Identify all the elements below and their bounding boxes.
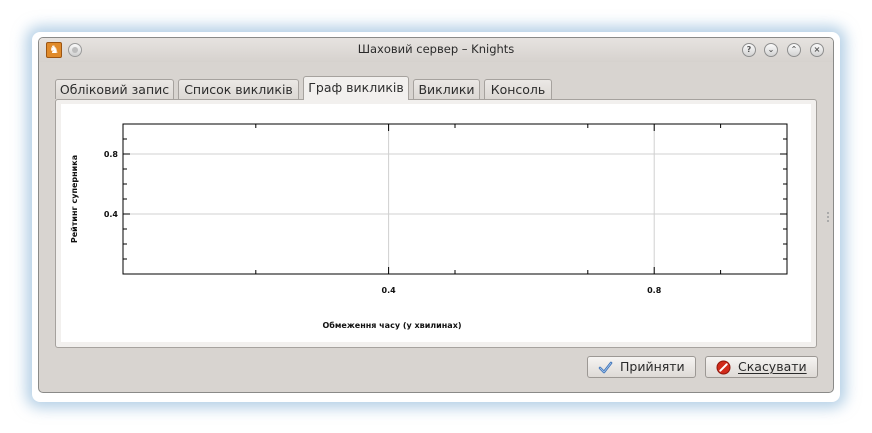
cancel-button-label: Скасувати (738, 359, 807, 374)
maximize-button[interactable]: ⌃ (787, 43, 801, 57)
main-window: ♞ Шаховий сервер – Knights ? ⌄ ⌃ × Облік… (38, 37, 834, 393)
y-tick-label: 0.8 (104, 150, 119, 159)
knight-app-icon: ♞ (46, 42, 62, 58)
tab-console[interactable]: Консоль (484, 79, 552, 99)
graph-canvas: 0.4 0.8 0.4 0.8 Обмеження часу (у хвилинах) Р… (61, 104, 811, 342)
cancel-icon (716, 360, 731, 375)
x-axis-label: Обмеження часу (у хвилинах) (322, 320, 461, 330)
accept-button-label: Прийняти (620, 359, 685, 374)
help-button[interactable]: ? (742, 43, 756, 57)
x-tick-label: 0.4 (382, 286, 397, 295)
window-menu-button[interactable] (68, 43, 82, 57)
window-title: Шаховий сервер – Knights (357, 42, 515, 56)
title-bar[interactable]: ♞ Шаховий сервер – Knights ? ⌄ ⌃ × (39, 38, 833, 62)
minimize-button[interactable]: ⌄ (764, 43, 778, 57)
resize-grip[interactable] (827, 212, 831, 222)
checkmark-icon (598, 361, 613, 374)
tab-panel: 0.4 0.8 0.4 0.8 Обмеження часу (у хвилинах) Р… (55, 99, 817, 348)
cancel-button[interactable]: Скасувати (705, 356, 818, 378)
challenge-graph-chart[interactable]: 0.4 0.8 0.4 0.8 Обмеження часу (у хвилинах) Р… (61, 104, 811, 342)
y-axis-label: Рейтинг суперника (70, 155, 79, 243)
tab-account[interactable]: Обліковий запис (55, 79, 174, 99)
plot-frame (122, 123, 788, 275)
x-tick-label: 0.8 (647, 286, 662, 295)
tab-challenge-list[interactable]: Список викликів (178, 79, 299, 99)
tab-challenges[interactable]: Виклики (413, 79, 480, 99)
tab-challenge-graph[interactable]: Граф викликів (303, 76, 409, 100)
close-button[interactable]: × (810, 43, 824, 57)
y-tick-label: 0.4 (104, 210, 119, 219)
accept-button[interactable]: Прийняти (587, 356, 696, 378)
